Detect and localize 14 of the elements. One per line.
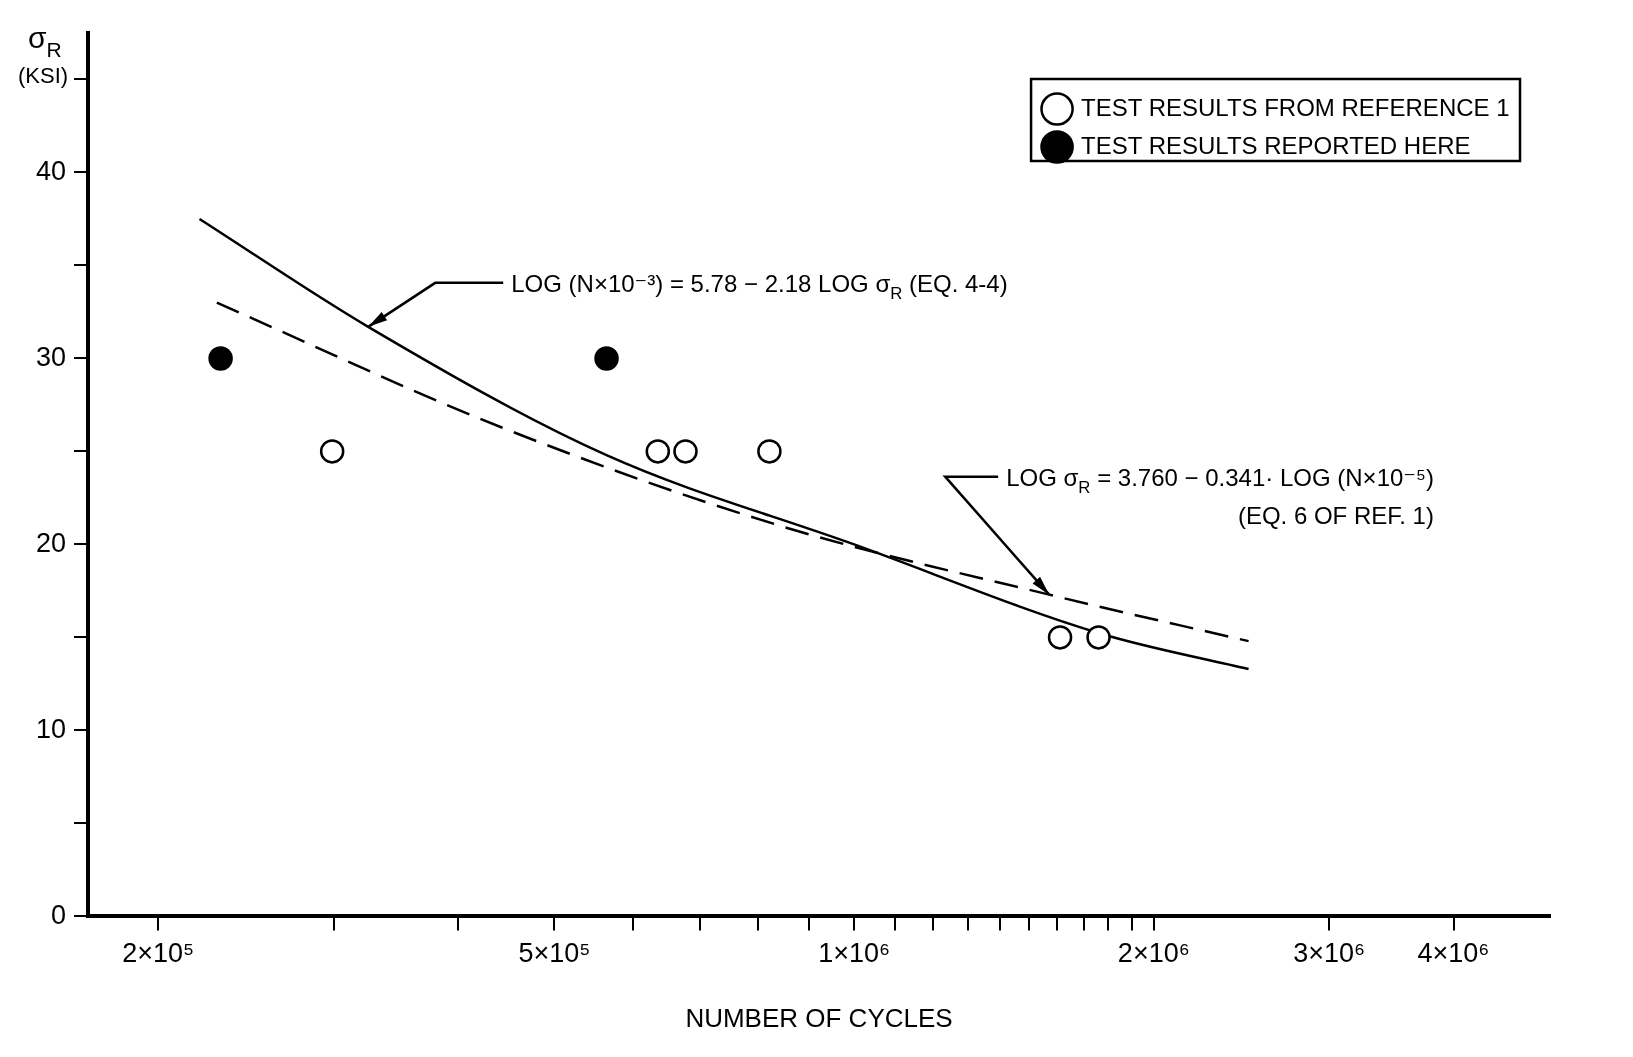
y-tick-label: 10 (35, 713, 67, 744)
legend-label: TEST RESULTS REPORTED HERE (1081, 131, 1471, 159)
x-axis-title: NUMBER OF CYCLES (685, 1002, 953, 1033)
legend-label: TEST RESULTS FROM REFERENCE 1 (1081, 93, 1510, 121)
x-tick-label: 2×10⁵ (122, 938, 195, 969)
x-tick-label: 1×10⁶ (818, 938, 891, 969)
y-tick-label: 20 (35, 527, 67, 558)
x-tick-label: 3×10⁶ (1293, 938, 1366, 969)
x-tick-label: 2×10⁶ (1117, 938, 1190, 969)
x-tick-label: 4×10⁶ (1417, 938, 1490, 969)
x-tick-label: 5×10⁵ (518, 938, 591, 969)
y-tick-label: 40 (35, 155, 67, 186)
y-tick-label: 0 (51, 899, 67, 930)
y-tick-label: 30 (35, 341, 67, 372)
